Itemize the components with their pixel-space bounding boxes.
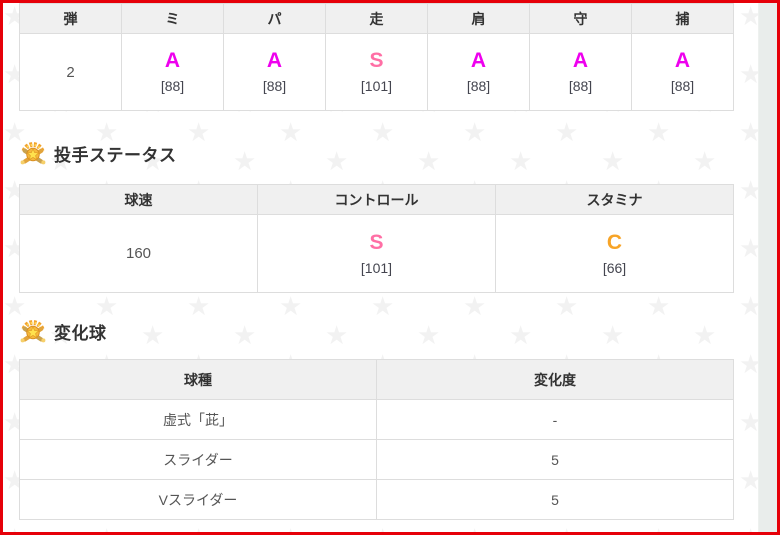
grade-value: [88] [160,78,185,94]
table-row: Vスライダー 5 [19,479,734,520]
grade-cell-arm: A [88] [427,33,530,111]
grade-letter: S [369,49,384,72]
pitch-name: 虚式「茈」 [19,399,377,440]
scrollbar-track[interactable] [758,3,777,532]
table-header-row: 球種 変化度 [19,359,734,400]
table-header-row: 球速 コントロール スタミナ [19,184,734,215]
grade-letter: A [266,49,283,72]
pitcher-status-table: 球速 コントロール スタミナ 160 S [101] C [66] [19,184,734,293]
grade-letter: A [572,49,589,72]
grade-value: [88] [466,78,491,94]
grade-letter: S [369,230,384,254]
table-row: 160 S [101] C [66] [19,214,734,293]
table-header-row: 弾 ミ パ 走 肩 守 捕 [19,3,734,34]
col-header-speed: 走 [325,3,428,34]
section-title-pitcher-status: 投手ステータス [54,145,177,165]
grade-cell-stamina: C [66] [495,214,734,293]
col-header-power: パ [223,3,326,34]
grade-value: [101] [360,78,393,94]
pitch-break-amount: 5 [376,439,734,480]
col-header-meet: ミ [121,3,224,34]
grade-value: [88] [670,78,695,94]
grade-cell-fielding: A [88] [529,33,632,111]
col-header-stamina: スタミナ [495,184,734,215]
table-row: 2 A [88] A [88] S [101] A [88] [19,33,734,111]
pitch-name: Vスライダー [19,479,377,520]
grade-cell-control: S [101] [257,214,496,293]
col-header-control: コントロール [257,184,496,215]
crossed-bats-icon [20,320,46,343]
table-row: 虚式「茈」 - [19,399,734,440]
pitcher-status-section-header: 投手ステータス [19,138,734,168]
breaking-ball-section-header: 変化球 [19,316,734,346]
grade-value: [88] [568,78,593,94]
col-header-catching: 捕 [631,3,734,34]
col-header-fielding: 守 [529,3,632,34]
col-header-trajectory: 弾 [19,3,122,34]
breaking-ball-table: 球種 変化度 虚式「茈」 - スライダー 5 Vスライダー 5 [19,359,734,520]
player-grades-table: 弾 ミ パ 走 肩 守 捕 2 A [88] A [88] [19,3,734,111]
grade-cell-speed: S [101] [325,33,428,111]
grade-letter: A [470,49,487,72]
col-header-break-amount: 変化度 [376,359,734,400]
col-header-arm: 肩 [427,3,530,34]
page-content: 弾 ミ パ 走 肩 守 捕 2 A [88] A [88] [19,3,734,520]
grade-cell-power: A [88] [223,33,326,111]
col-header-pitch-type: 球種 [19,359,377,400]
grade-cell-catching: A [88] [631,33,734,111]
col-header-velocity: 球速 [19,184,258,215]
grade-value: [66] [602,259,627,276]
section-title-breaking-ball: 変化球 [54,323,107,343]
pitch-break-amount: - [376,399,734,440]
pitch-name: スライダー [19,439,377,480]
grade-value: [101] [360,259,393,276]
grade-cell-meet: A [88] [121,33,224,111]
table-row: スライダー 5 [19,439,734,480]
grade-letter: A [674,49,691,72]
grade-letter: A [164,49,181,72]
grade-letter: C [606,230,623,254]
velocity-value: 160 [19,214,258,293]
trajectory-value: 2 [19,33,122,111]
pitch-break-amount: 5 [376,479,734,520]
crossed-bats-icon [20,142,46,165]
grade-value: [88] [262,78,287,94]
